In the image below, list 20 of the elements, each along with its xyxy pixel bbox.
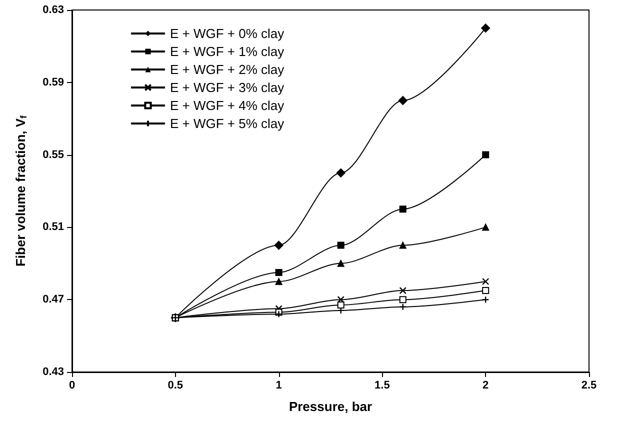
x-axis-title: Pressure, bar (288, 399, 372, 414)
y-tick-label: 0.59 (42, 76, 64, 88)
x-tick-label: 0 (68, 380, 76, 392)
legend-label: E + WGF + 4% clay (170, 98, 285, 113)
x-tick-label: 0.5 (168, 380, 184, 392)
x-tick-label: 2.5 (581, 380, 597, 392)
legend-label: E + WGF + 5% clay (170, 116, 285, 131)
y-tick-label: 0.51 (42, 221, 64, 234)
x-tick-label: 2 (482, 380, 489, 392)
legend-label: E + WGF + 2% clay (170, 62, 285, 77)
y-tick-label: 0.43 (42, 366, 64, 378)
x-tick-label: 1 (276, 380, 282, 392)
y-axis-title: Fiber volume fraction, Vf (13, 114, 28, 267)
y-tick-label: 0.47 (42, 294, 64, 306)
legend-label: E + WGF + 1% clay (170, 44, 285, 59)
x-tick-label: 1.5 (374, 380, 390, 392)
y-tick-label: 0.63 (42, 4, 64, 16)
legend-label: E + WGF + 3% clay (170, 80, 285, 95)
legend-label: E + WGF + 0% clay (170, 26, 285, 41)
y-tick-label: 0.55 (42, 148, 64, 161)
